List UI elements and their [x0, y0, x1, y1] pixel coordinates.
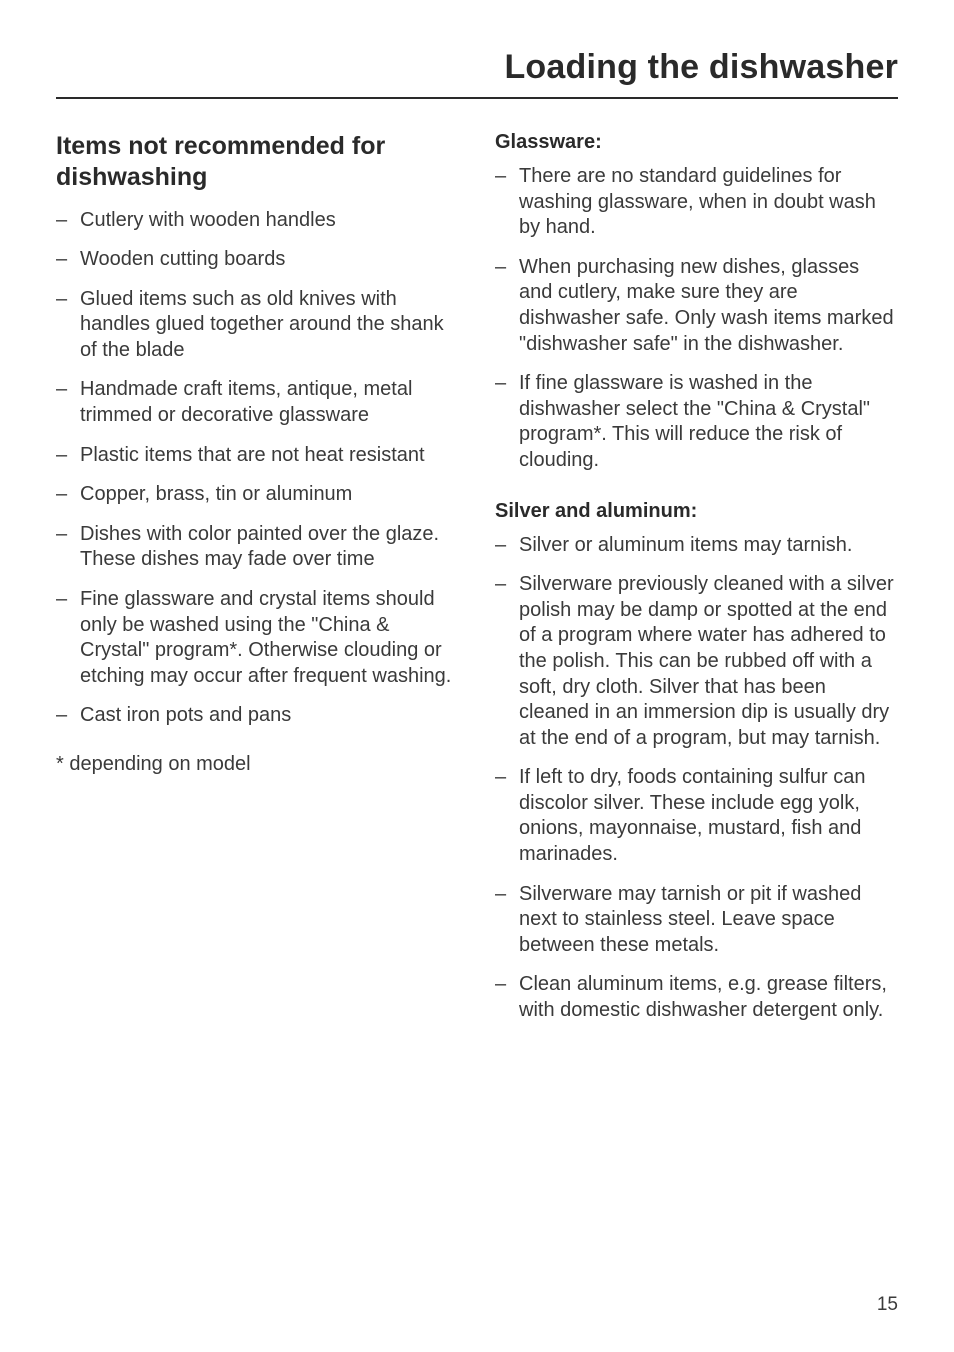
glassware-heading: Glassware:	[495, 131, 898, 154]
list-item: If fine glassware is washed in the dishw…	[495, 371, 898, 473]
glassware-list: There are no standard guidelines for was…	[495, 164, 898, 474]
list-item: Cast iron pots and pans	[56, 703, 459, 729]
footnote: * depending on model	[56, 751, 459, 777]
content-columns: Items not recommended for dishwashing Cu…	[56, 131, 898, 1038]
silver-list: Silver or aluminum items may tarnish. Si…	[495, 533, 898, 1024]
list-item: Dishes with color painted over the glaze…	[56, 522, 459, 573]
silver-heading: Silver and aluminum:	[495, 500, 898, 523]
silver-block: Silver and aluminum: Silver or aluminum …	[495, 500, 898, 1024]
list-item: Copper, brass, tin or aluminum	[56, 482, 459, 508]
list-item: Silverware may tarnish or pit if washed …	[495, 882, 898, 959]
list-item: When purchasing new dishes, glasses and …	[495, 255, 898, 357]
list-item: Cutlery with wooden handles	[56, 208, 459, 234]
list-item: Clean aluminum items, e.g. grease filter…	[495, 972, 898, 1023]
page-title: Loading the dishwasher	[56, 48, 898, 99]
list-item: There are no standard guidelines for was…	[495, 164, 898, 241]
list-item: Fine glassware and crystal items should …	[56, 587, 459, 689]
page-number: 15	[877, 1294, 898, 1316]
left-heading: Items not recommended for dishwashing	[56, 131, 459, 194]
list-item: Silver or aluminum items may tarnish.	[495, 533, 898, 559]
list-item: Handmade craft items, antique, metal tri…	[56, 377, 459, 428]
list-item: Wooden cutting boards	[56, 247, 459, 273]
left-column: Items not recommended for dishwashing Cu…	[56, 131, 459, 1038]
list-item: If left to dry, foods containing sulfur …	[495, 765, 898, 867]
right-column: Glassware: There are no standard guideli…	[495, 131, 898, 1038]
glassware-block: Glassware: There are no standard guideli…	[495, 131, 898, 474]
left-list: Cutlery with wooden handles Wooden cutti…	[56, 208, 459, 730]
list-item: Silverware previously cleaned with a sil…	[495, 572, 898, 751]
list-item: Plastic items that are not heat resistan…	[56, 443, 459, 469]
list-item: Glued items such as old knives with hand…	[56, 287, 459, 364]
